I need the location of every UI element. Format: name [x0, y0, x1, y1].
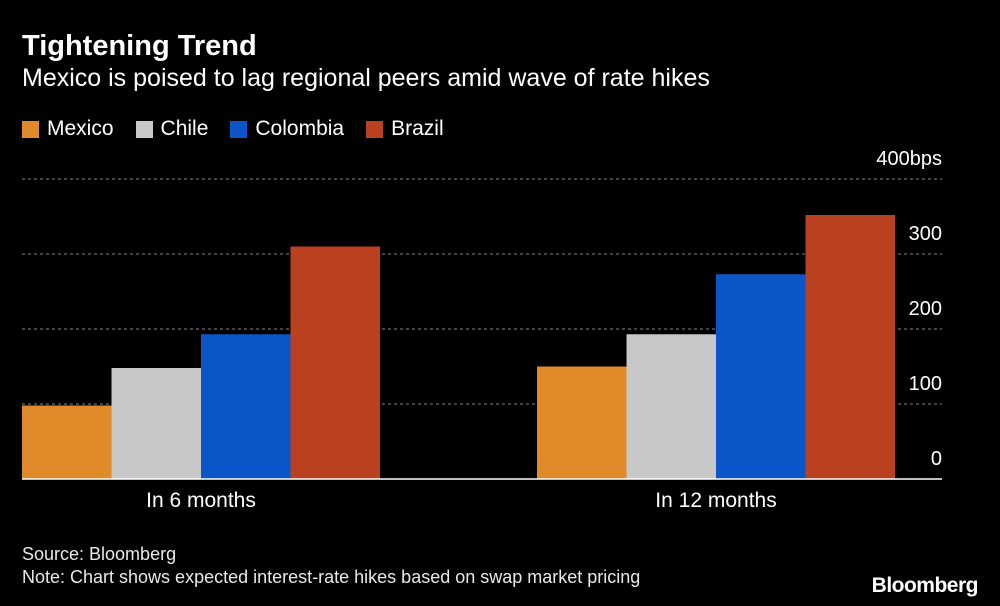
y-tick-label-300: 300: [909, 223, 942, 245]
bloomberg-logo: Bloomberg: [871, 574, 979, 597]
y-tick-label-100: 100: [909, 373, 942, 395]
legend-swatch-colombia: [230, 120, 248, 138]
legend-item-mexico: Mexico: [22, 117, 114, 141]
bar-chile-1: [111, 368, 201, 479]
legend-swatch-mexico: [22, 120, 39, 138]
bar-colombia-2: [716, 274, 806, 479]
y-tick-label-400: 400bps: [876, 148, 942, 170]
y-tick-label-200: 200: [909, 298, 942, 320]
chart-subtitle: Mexico is poised to lag regional peers a…: [22, 64, 710, 92]
legend-swatch-brazil: [366, 120, 384, 138]
source-text: Source: Bloomberg: [22, 544, 177, 564]
legend-label-chile: Chile: [160, 117, 209, 140]
legend-label-mexico: Mexico: [47, 117, 114, 140]
legend: Mexico Chile Colombia Brazil: [22, 117, 466, 141]
bar-colombia-1: [201, 334, 291, 479]
legend-item-colombia: Colombia: [230, 117, 344, 141]
y-tick-label-0: 0: [931, 448, 942, 470]
legend-swatch-chile: [135, 120, 153, 138]
note-text: Note: Chart shows expected interest-rate…: [22, 567, 641, 587]
legend-item-chile: Chile: [135, 117, 209, 141]
bar-brazil-2: [805, 215, 895, 479]
legend-label-colombia: Colombia: [255, 117, 345, 140]
x-category-label-2: In 12 months: [655, 489, 776, 512]
chart-title: Tightening Trend: [22, 30, 257, 62]
legend-item-brazil: Brazil: [366, 117, 444, 141]
bar-mexico-2: [537, 366, 627, 479]
bar-mexico-1: [22, 405, 112, 479]
bar-brazil-1: [290, 246, 380, 479]
bar-chile-2: [626, 334, 716, 479]
x-category-label-1: In 6 months: [146, 489, 256, 512]
legend-label-brazil: Brazil: [391, 117, 444, 140]
